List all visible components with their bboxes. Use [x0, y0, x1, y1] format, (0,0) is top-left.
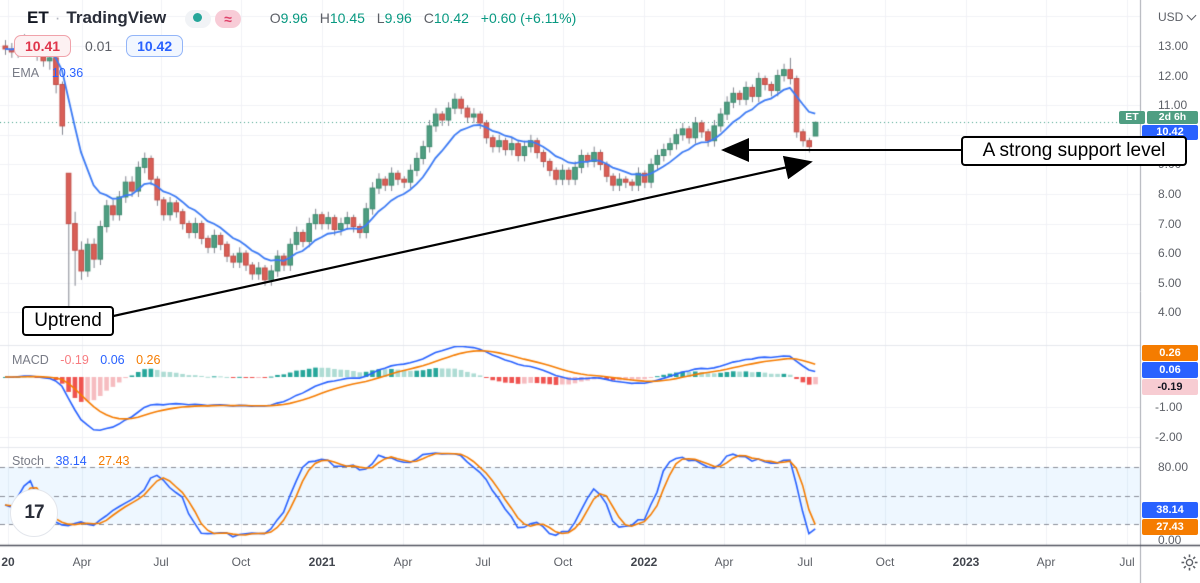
currency-label: USD	[1158, 10, 1184, 24]
bid-ask-row: 10.41 0.01 10.42	[14, 35, 184, 57]
status-pill	[184, 9, 211, 28]
sell-price-button[interactable]: 10.41	[14, 35, 72, 57]
open-value: 9.96	[280, 10, 308, 26]
macd-indicator-legend[interactable]: MACD -0.19 0.06 0.26	[12, 353, 160, 367]
macd-tick-label: -1.00	[1155, 400, 1183, 414]
stoch-label: Stoch	[12, 454, 44, 468]
price-tick-label: 12.00	[1158, 69, 1189, 83]
symbol-name[interactable]: ET	[27, 8, 49, 27]
ema-indicator-legend[interactable]: EMA 10.36	[12, 66, 83, 80]
time-tick-month: Jul	[153, 555, 169, 569]
spread-value: 0.01	[84, 38, 113, 54]
bar-countdown-badge: 2d 6h	[1147, 111, 1198, 124]
stoch-d-value: 27.43	[98, 454, 130, 468]
macd-line-badge: 0.06	[1142, 362, 1198, 378]
time-tick-year: 20	[1, 555, 15, 569]
stoch-k-badge: 38.14	[1142, 502, 1198, 518]
time-tick-month: Apr	[72, 555, 92, 569]
high-value: 10.45	[329, 10, 365, 26]
title-separator: ·	[54, 8, 61, 27]
macd-label: MACD	[12, 353, 49, 367]
time-tick-month: Apr	[1036, 555, 1056, 569]
time-tick-month: Oct	[553, 555, 573, 569]
buy-price-button[interactable]: 10.42	[126, 35, 184, 57]
time-tick-month: Apr	[393, 555, 413, 569]
price-tick-label: 5.00	[1158, 276, 1182, 290]
stoch-tick-label: 80.00	[1158, 460, 1189, 474]
delayed-data-icon: ≈	[214, 9, 241, 28]
macd-line-value: 0.06	[100, 353, 125, 367]
time-tick-month: Oct	[231, 555, 251, 569]
time-axis[interactable]: 20 Apr Jul Oct 2021 Apr Jul Oct 2022 Apr Jul Oct 202…	[0, 546, 1200, 583]
open-label: O	[269, 10, 281, 26]
time-tick-month: Jul	[797, 555, 813, 569]
price-tick-label: 4.00	[1158, 305, 1182, 319]
price-tick-label: 6.00	[1158, 246, 1182, 260]
macd-hist-value: -0.19	[60, 353, 89, 367]
uptrend-annotation[interactable]: Uptrend	[22, 306, 114, 336]
macd-signal-value: 0.26	[136, 353, 161, 367]
stoch-d-badge: 27.43	[1142, 519, 1198, 535]
chevron-down-icon	[1186, 10, 1197, 21]
time-tick-month: Oct	[875, 555, 895, 569]
stoch-k-value: 38.14	[55, 454, 87, 468]
price-tick-label: 11.00	[1158, 98, 1188, 112]
tradingview-watermark[interactable]: 17	[10, 489, 58, 537]
time-tick-month: Apr	[714, 555, 734, 569]
high-label: H	[319, 10, 330, 26]
price-tick-label: 8.00	[1158, 187, 1182, 201]
chart-legend: ET · TradingView ≈ O9.96 H10.45 L9.96 C10.…	[27, 8, 576, 28]
price-axis[interactable]: USD 13.0012.0011.009.008.007.006.005.004…	[1141, 0, 1200, 547]
close-value: 10.42	[433, 10, 469, 26]
time-tick-year: 2022	[630, 555, 658, 569]
ema-value: 10.36	[51, 66, 84, 80]
support-level-annotation[interactable]: A strong support level	[961, 136, 1187, 166]
ohlc-readout: O9.96 H10.45 L9.96 C10.42 +0.60 (+6.11%)	[262, 10, 577, 26]
tradingview-logo-icon: 17	[24, 502, 44, 523]
stoch-tick-label: 0.00	[1158, 533, 1182, 547]
currency-selector[interactable]: USD	[1158, 10, 1197, 24]
time-tick-year: 2021	[308, 555, 336, 569]
low-label: L	[376, 10, 385, 26]
gear-icon[interactable]	[1181, 554, 1198, 571]
time-tick-month: Jul	[475, 555, 491, 569]
close-label: C	[423, 10, 434, 26]
symbol-axis-badge: ET	[1119, 111, 1145, 124]
platform-name[interactable]: TradingView	[66, 8, 167, 27]
macd-hist-badge: -0.19	[1142, 379, 1198, 395]
price-tick-label: 13.00	[1158, 39, 1189, 53]
macd-signal-badge: 0.26	[1142, 345, 1198, 361]
macd-tick-label: -2.00	[1155, 430, 1183, 444]
ema-label: EMA	[12, 66, 39, 80]
price-tick-label: 7.00	[1158, 217, 1182, 231]
data-ok-dot-icon	[193, 13, 203, 23]
low-value: 9.96	[384, 10, 412, 26]
change-value: +0.60 (+6.11%)	[480, 10, 577, 26]
time-tick-month: Jul	[1119, 555, 1135, 569]
time-tick-year: 2023	[952, 555, 980, 569]
stoch-indicator-legend[interactable]: Stoch 38.14 27.43	[12, 454, 130, 468]
